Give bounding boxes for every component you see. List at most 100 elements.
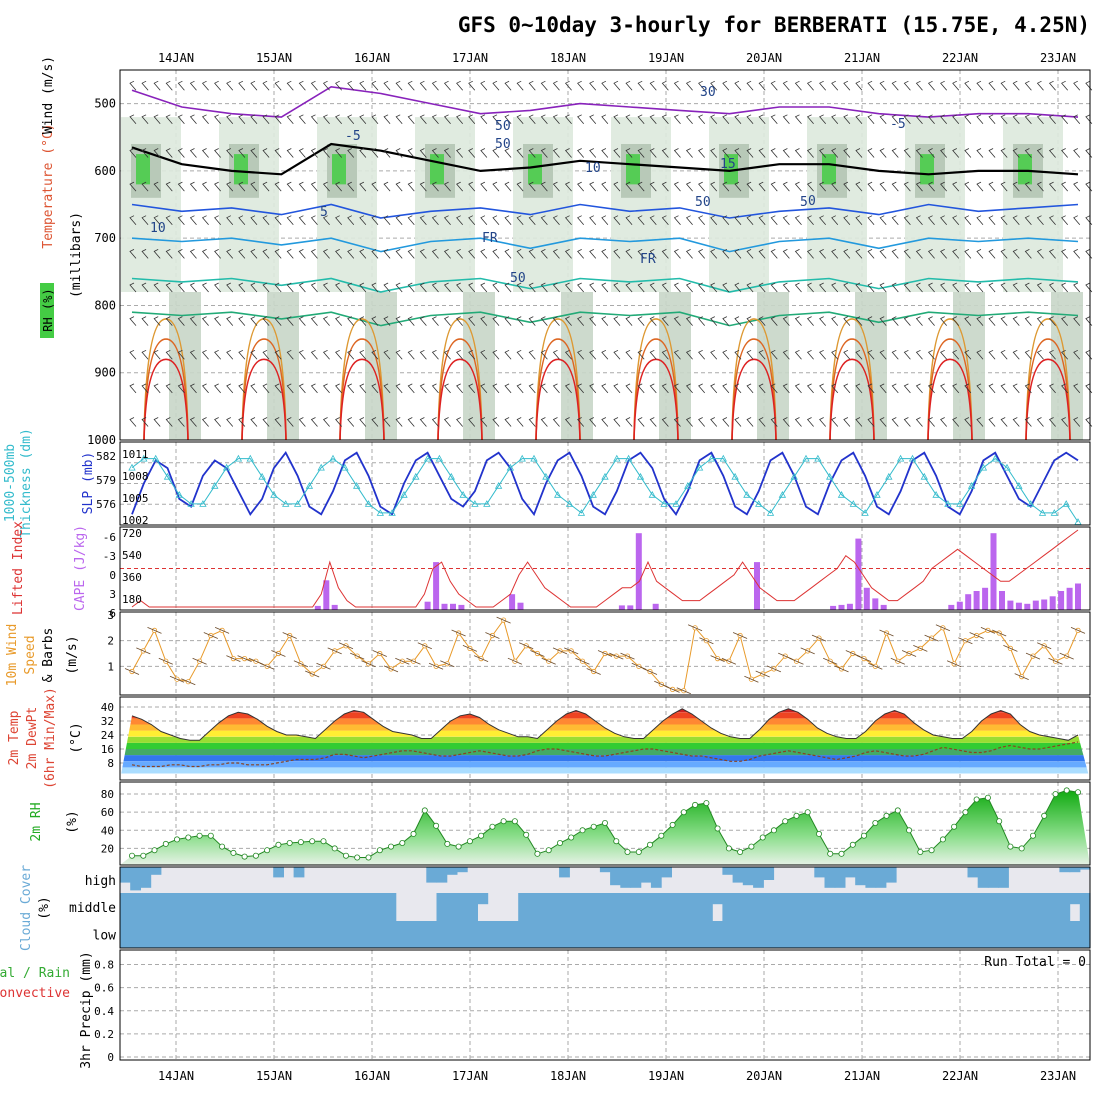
wind-barb <box>613 282 621 293</box>
cloud-bar-high <box>559 867 570 878</box>
rh-point <box>1018 845 1025 852</box>
wind-barb <box>613 417 621 427</box>
wind-barb <box>443 148 451 158</box>
wind-barb <box>250 80 258 91</box>
rh-band-moist <box>430 154 444 185</box>
wind-barb-10m <box>124 668 140 675</box>
wind-barb <box>601 114 609 125</box>
rh-point <box>252 852 259 859</box>
surface-isotherm <box>535 358 581 441</box>
thickness-point <box>518 454 526 462</box>
cloud-bar-high <box>967 867 979 878</box>
wind-barb <box>613 114 621 125</box>
wind-barb <box>637 80 645 91</box>
wind-barb <box>383 215 391 225</box>
wind-barb <box>806 215 814 225</box>
rh-tick: 40 <box>101 824 114 837</box>
wind-barb <box>419 417 427 427</box>
wind-barb <box>359 282 367 293</box>
wind-barb <box>976 282 984 293</box>
wind-barb <box>927 417 935 427</box>
lifted-tick: 0 <box>109 569 116 582</box>
wind-barb <box>262 148 270 158</box>
precip-tick: 0.4 <box>94 1005 114 1018</box>
wind-barb <box>831 181 839 192</box>
surface-isotherm <box>241 318 287 441</box>
wind-barb <box>214 383 222 394</box>
cloud-bar-middle <box>232 893 244 921</box>
wind-barb <box>322 148 330 158</box>
wind-barb <box>1024 417 1032 427</box>
wind-barb <box>395 316 403 326</box>
wind-barb-10m <box>1003 645 1018 652</box>
wind-barb <box>903 215 911 225</box>
wind-barb <box>855 249 863 259</box>
wind-barb <box>903 282 911 293</box>
cloud-bar-low <box>814 921 826 948</box>
wind-barb <box>625 181 633 192</box>
wind-barb <box>794 114 802 125</box>
cloud-bar-middle <box>834 893 846 921</box>
cape-bar <box>635 533 642 610</box>
wind-barb-10m <box>823 657 838 665</box>
wind-barb <box>335 249 343 259</box>
wind-barb <box>274 383 282 394</box>
wind-barb <box>601 181 609 192</box>
wind-barb <box>879 316 887 326</box>
wind-barb <box>1073 417 1081 427</box>
wind-barb <box>964 80 972 91</box>
wind-barb <box>722 181 730 192</box>
cloud-bar-low <box>395 921 407 948</box>
cloud-bar-middle <box>1038 893 1050 921</box>
wind-barb <box>722 349 730 360</box>
wind-barb <box>891 80 899 91</box>
panel-frame-7 <box>119 949 1091 1061</box>
wind-barb <box>879 215 887 225</box>
thickness-point <box>624 454 633 462</box>
cape-bar <box>627 605 634 610</box>
cloud-bar-high <box>742 867 754 886</box>
rh-point <box>331 845 338 852</box>
cloud-bar-middle <box>283 893 295 921</box>
wind-barb <box>710 417 718 427</box>
wind-label: Wind (m/s) <box>41 56 56 134</box>
cloud-row-label: middle <box>69 901 116 916</box>
wind-barb <box>794 181 802 192</box>
wind-tick: 2 <box>107 635 114 648</box>
wind-barb <box>1073 114 1081 125</box>
wind-barb <box>347 349 355 360</box>
wind-barb <box>770 282 778 293</box>
wind-barb <box>685 80 693 91</box>
wind-barb <box>577 249 585 259</box>
wind-barb <box>855 383 863 394</box>
wind-barb <box>1036 181 1044 192</box>
rh-band <box>905 117 965 292</box>
wind-barb-10m <box>1037 642 1052 650</box>
wind-barb <box>322 249 330 259</box>
pressure-tick-label: 1000 <box>87 433 116 447</box>
wind-barb <box>419 383 427 394</box>
cape-bar <box>1007 600 1014 610</box>
wind-barb <box>492 114 500 125</box>
contour-label: 10 <box>150 221 166 236</box>
rh-point <box>275 841 282 848</box>
cloud-bar-middle <box>610 893 621 921</box>
cloud-bar-high <box>753 867 764 888</box>
date-label-bottom: 17JAN <box>452 1069 488 1083</box>
wind-barb <box>528 114 536 125</box>
wind-barb-10m <box>744 675 759 683</box>
cloud-bar-middle <box>763 893 775 921</box>
wind-barb <box>952 114 960 125</box>
date-label-bottom: 22JAN <box>942 1069 978 1083</box>
wind-barb <box>746 114 754 125</box>
wind-barb <box>214 417 222 427</box>
surface-isotherm <box>437 358 483 441</box>
wind-barb <box>141 349 149 360</box>
cloud-bar-low <box>671 921 683 948</box>
wind-barb <box>298 349 306 360</box>
thickness-point <box>648 490 656 498</box>
cape-bar <box>1032 600 1039 610</box>
wind-barb <box>238 383 246 394</box>
wind-barb <box>201 80 209 91</box>
wind-barb <box>492 215 500 225</box>
